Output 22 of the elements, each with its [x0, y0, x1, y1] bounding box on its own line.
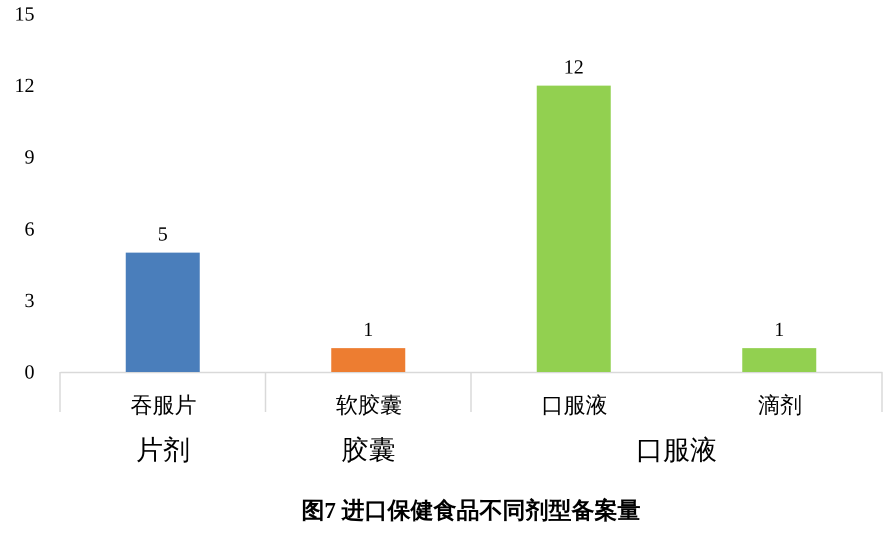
- y-tick-label: 6: [24, 218, 34, 240]
- data-label: 1: [774, 319, 784, 342]
- x-tick-label: 软胶囊: [336, 392, 402, 418]
- bar: [331, 348, 406, 372]
- y-tick-label: 0: [24, 362, 34, 384]
- y-tick-label: 12: [14, 75, 34, 98]
- bar: [536, 86, 611, 372]
- data-label: 5: [158, 224, 168, 246]
- x-tick-label: 吞服片: [130, 392, 196, 418]
- x-tick-label: 滴剂: [758, 392, 802, 418]
- text: 胶囊: [341, 435, 396, 465]
- data-label: 1: [363, 319, 374, 342]
- y-tick-label: 3: [24, 290, 34, 312]
- data-label: 12: [564, 56, 584, 79]
- bar: [126, 252, 200, 372]
- bar: [742, 348, 816, 372]
- text: 口服液: [636, 435, 717, 465]
- y-tick-label: 9: [24, 146, 34, 169]
- y-tick-label: 15: [14, 4, 34, 26]
- text: 图7 进口保健食品不同剂型备案量: [301, 497, 641, 523]
- x-tick-label: 口服液: [541, 392, 608, 418]
- text: 片剂: [136, 435, 190, 465]
